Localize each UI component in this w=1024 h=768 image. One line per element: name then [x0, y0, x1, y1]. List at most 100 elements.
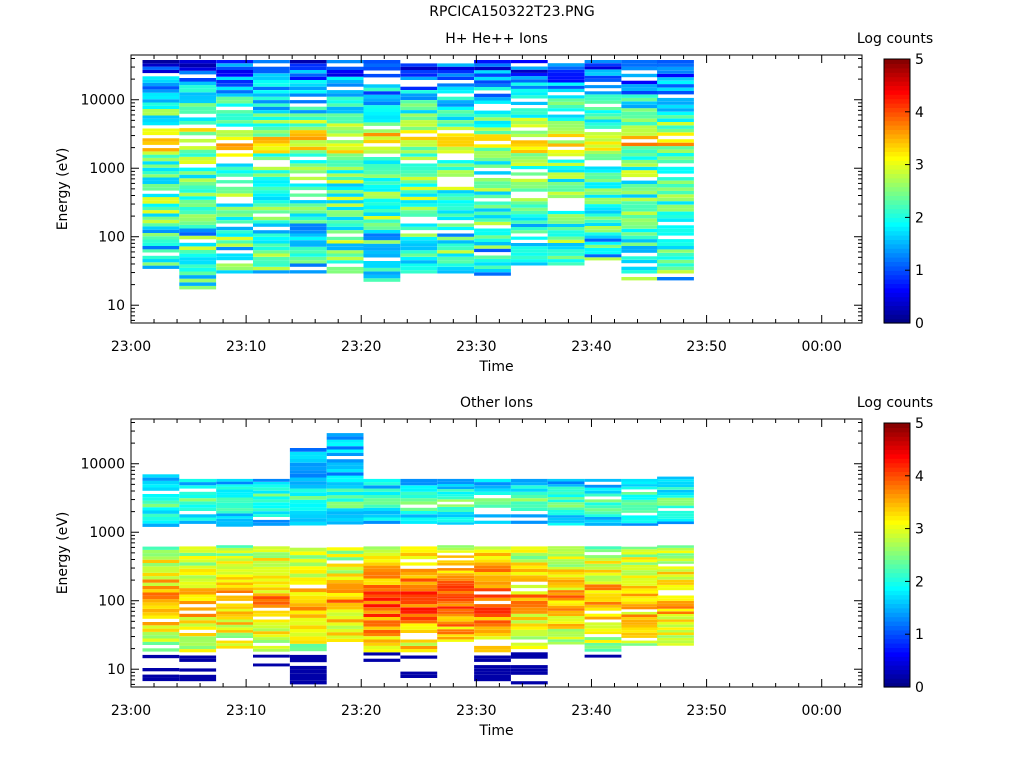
heatmap-cell — [657, 582, 694, 585]
heatmap-cell — [621, 614, 659, 618]
colorbar-segment — [884, 524, 910, 530]
heatmap-cell — [657, 643, 694, 646]
heatmap-cell — [547, 546, 585, 549]
heatmap-cell — [510, 172, 548, 176]
heatmap-cell — [253, 581, 290, 585]
heatmap-cell — [253, 631, 290, 635]
heatmap-cell — [547, 600, 585, 604]
heatmap-cell — [657, 66, 694, 71]
heatmap-cell — [363, 229, 401, 234]
heatmap-cell — [621, 125, 659, 129]
heatmap-cell — [657, 561, 694, 564]
heatmap-cell — [621, 242, 659, 246]
heatmap-cell — [289, 632, 327, 637]
heatmap-cell — [179, 491, 217, 495]
x-tick-label: 23:00 — [111, 703, 151, 719]
heatmap-cell — [216, 60, 253, 64]
heatmap-cell — [510, 546, 548, 550]
heatmap-cell — [547, 133, 585, 138]
heatmap-cell — [584, 584, 622, 588]
heatmap-cell — [363, 645, 401, 650]
heatmap-cell — [179, 668, 217, 672]
heatmap-cell — [179, 568, 217, 572]
heatmap-cell — [142, 154, 180, 158]
heatmap-cell — [621, 132, 659, 136]
heatmap-cell — [510, 491, 548, 495]
heatmap-cell — [179, 264, 217, 268]
heatmap-cell — [400, 210, 438, 214]
heatmap-cell — [584, 254, 622, 258]
heatmap-cell — [289, 73, 327, 77]
heatmap-cell — [621, 617, 659, 620]
heatmap-cell — [510, 485, 548, 489]
y-tick-label: 100 — [98, 594, 125, 610]
colorbar-segment — [884, 471, 910, 477]
heatmap-cell — [547, 590, 585, 593]
heatmap-cell — [253, 126, 290, 131]
heatmap-cell — [253, 502, 290, 506]
heatmap-cell — [584, 116, 622, 120]
heatmap-cell — [142, 625, 180, 629]
heatmap-cell — [474, 204, 511, 209]
heatmap-cell — [437, 246, 474, 251]
colorbar-segment — [884, 72, 910, 78]
heatmap-cell — [142, 513, 180, 517]
heatmap-cell — [142, 210, 180, 214]
heatmap-cell — [326, 619, 364, 623]
heatmap-cell — [584, 640, 622, 643]
heatmap-cell — [363, 482, 401, 486]
x-tick-label: 00:00 — [802, 339, 842, 355]
heatmap-cell — [547, 512, 585, 516]
heatmap-cell — [142, 592, 180, 596]
heatmap-cell — [621, 80, 659, 85]
heatmap-cell — [547, 262, 585, 266]
heatmap-cell — [547, 85, 585, 89]
heatmap-cell — [179, 597, 217, 601]
colorbar-segment — [884, 515, 910, 521]
heatmap-cell — [253, 96, 290, 100]
heatmap-cell — [510, 617, 548, 621]
heatmap-cell — [363, 278, 401, 282]
heatmap-cell — [657, 108, 694, 112]
heatmap-cell — [621, 580, 659, 584]
heatmap-cell — [510, 166, 548, 170]
heatmap-cell — [510, 204, 548, 208]
y-axis-label: Energy (eV) — [55, 512, 71, 595]
heatmap-cell — [510, 79, 548, 83]
heatmap-cell — [363, 498, 401, 502]
heatmap-cell — [142, 197, 180, 201]
heatmap-cell — [547, 522, 585, 526]
heatmap-cell — [142, 507, 180, 511]
heatmap-cell — [326, 123, 364, 127]
colorbar-segment — [884, 484, 910, 490]
heatmap-cell — [437, 596, 474, 599]
heatmap-cell — [474, 559, 511, 563]
heatmap-cell — [363, 495, 401, 499]
heatmap-cell — [621, 266, 659, 271]
heatmap-cell — [326, 596, 364, 600]
heatmap-cell — [216, 113, 253, 117]
heatmap-cell — [510, 556, 548, 560]
heatmap-cell — [179, 546, 217, 550]
heatmap-cell — [584, 125, 622, 129]
heatmap-cell — [621, 215, 659, 219]
colorbar-segment — [884, 191, 910, 196]
heatmap-cell — [179, 620, 217, 624]
heatmap-cell — [584, 182, 622, 186]
heatmap-cell — [142, 236, 180, 240]
heatmap-cell — [584, 194, 622, 198]
heatmap-cell — [474, 184, 511, 189]
heatmap-cell — [621, 218, 659, 222]
heatmap-cell — [289, 146, 327, 151]
heatmap-cell — [253, 76, 290, 80]
heatmap-cell — [179, 674, 217, 678]
heatmap-cell — [400, 491, 438, 495]
heatmap-cell — [363, 215, 401, 220]
heatmap-cell — [289, 592, 327, 596]
colorbar-label: Log counts — [857, 395, 933, 411]
heatmap-cell — [326, 183, 364, 187]
heatmap-cell — [584, 566, 622, 570]
heatmap-cell — [179, 565, 217, 569]
heatmap-cell — [363, 649, 401, 653]
heatmap-cell — [289, 133, 327, 137]
